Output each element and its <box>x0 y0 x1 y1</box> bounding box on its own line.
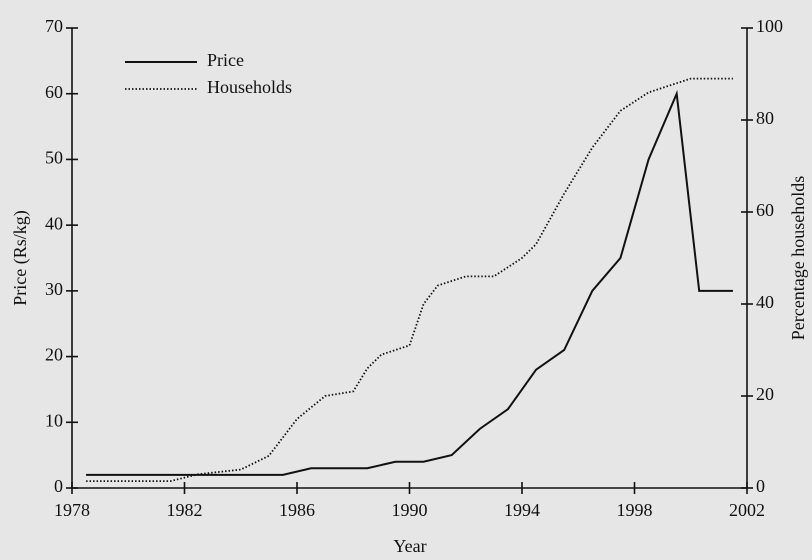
y2-tick-label: 20 <box>756 384 774 404</box>
y-tick-label: 0 <box>54 476 63 496</box>
y-tick-label: 10 <box>45 410 63 430</box>
x-tick-label: 1994 <box>504 500 540 520</box>
y-tick-label: 70 <box>45 16 63 36</box>
x-tick-label: 1998 <box>617 500 653 520</box>
x-axis-label: Year <box>393 536 426 556</box>
y-axis-label: Price (Rs/kg) <box>10 210 31 305</box>
x-tick-label: 2002 <box>729 500 765 520</box>
y-tick-label: 60 <box>45 82 63 102</box>
y-tick-label: 20 <box>45 345 63 365</box>
y2-tick-label: 40 <box>756 292 774 312</box>
x-tick-label: 1982 <box>167 500 203 520</box>
y2-tick-label: 60 <box>756 200 774 220</box>
x-tick-label: 1990 <box>392 500 428 520</box>
y2-tick-label: 100 <box>756 16 783 36</box>
legend-label: Price <box>207 50 244 70</box>
x-tick-label: 1986 <box>279 500 315 520</box>
y2-tick-label: 0 <box>756 476 765 496</box>
data-line <box>86 77 733 482</box>
x-tick-label: 1978 <box>54 500 90 520</box>
legend-label: Households <box>207 77 292 97</box>
y-tick-label: 30 <box>45 279 63 299</box>
y2-tick-label: 80 <box>756 108 774 128</box>
y2-axis-label: Percentage households <box>788 176 808 340</box>
y-tick-label: 40 <box>45 213 63 233</box>
data-line <box>86 89 733 476</box>
y-tick-label: 50 <box>45 148 63 168</box>
